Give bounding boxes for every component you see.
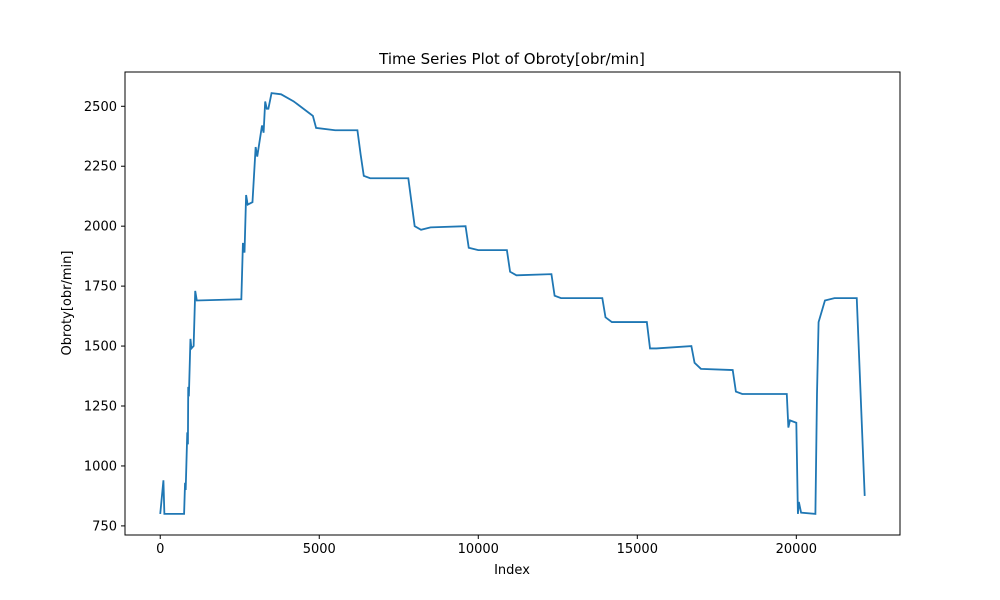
y-tick-label: 2250 bbox=[84, 160, 117, 175]
y-tick-label: 2000 bbox=[84, 220, 117, 235]
x-tick-label: 10000 bbox=[458, 542, 499, 557]
x-axis-label: Index bbox=[494, 563, 530, 578]
x-tick-label: 20000 bbox=[776, 542, 817, 557]
y-axis-label: Obroty[obr/min] bbox=[60, 251, 75, 356]
x-tick-label: 0 bbox=[156, 542, 164, 557]
y-tick-label: 1500 bbox=[84, 340, 117, 355]
data-line bbox=[159, 92, 866, 515]
x-tick-label: 5000 bbox=[303, 542, 336, 557]
x-tick-label: 15000 bbox=[617, 542, 658, 557]
y-tick-label: 2500 bbox=[84, 100, 117, 115]
y-tick-label: 1750 bbox=[84, 280, 117, 295]
y-tick-label: 1250 bbox=[84, 400, 117, 415]
plot-frame bbox=[124, 71, 901, 536]
y-tick-label: 1000 bbox=[84, 459, 117, 474]
y-tick-label: 750 bbox=[92, 519, 117, 534]
chart-title: Time Series Plot of Obroty[obr/min] bbox=[378, 50, 645, 68]
